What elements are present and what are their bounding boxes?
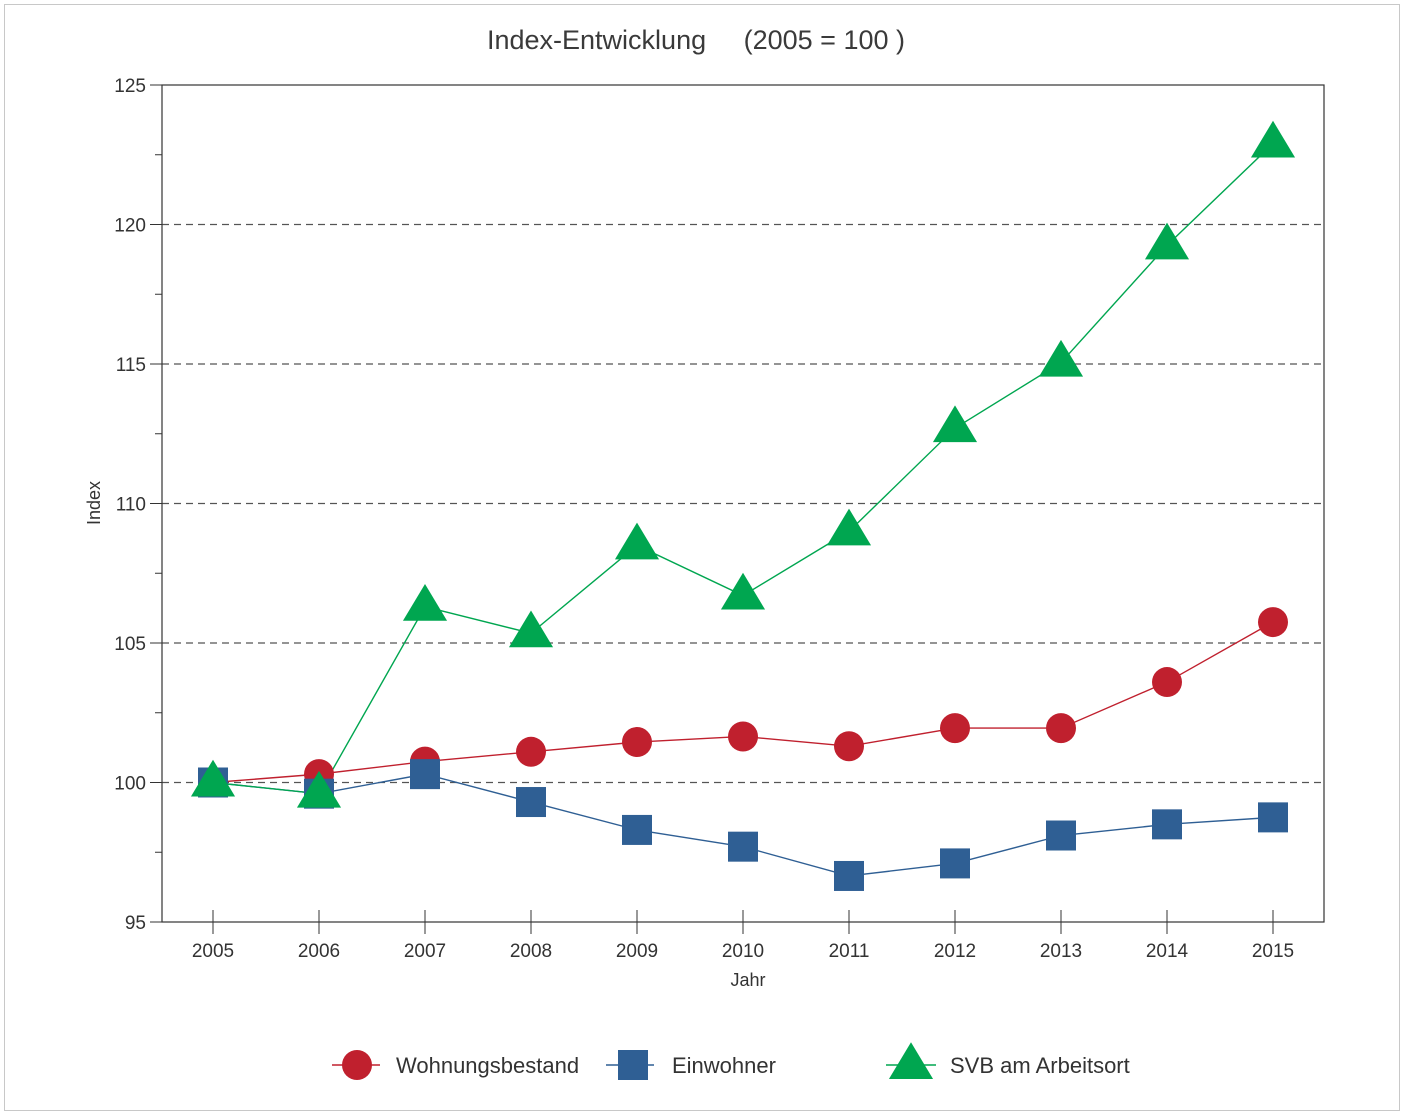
data-point-einwohner (728, 831, 758, 862)
data-point-einwohner (1152, 809, 1182, 840)
y-tick-label: 100 (114, 774, 146, 795)
x-tick-label: 2012 (934, 941, 976, 962)
x-tick-label: 2007 (404, 941, 446, 962)
grid-lines (162, 223, 1324, 784)
x-axis-title: Jahr (730, 970, 765, 990)
x-tick-label: 2010 (722, 941, 764, 962)
data-point-wohnungsbestand (516, 736, 546, 767)
y-tick-label: 120 (114, 216, 146, 237)
data-point-einwohner (516, 787, 546, 818)
data-point-svb (1250, 120, 1296, 158)
data-point-wohnungsbestand (728, 721, 758, 752)
x-tick-label: 2009 (616, 941, 658, 962)
legend-marker-einwohner (618, 1050, 648, 1080)
x-tick-label: 2008 (510, 941, 552, 962)
data-point-einwohner (1046, 820, 1076, 851)
data-point-einwohner (622, 814, 652, 845)
data-point-wohnungsbestand (940, 713, 970, 744)
data-point-svb (1038, 339, 1084, 377)
chart-title-paren: (2005 = 100 ) (744, 25, 905, 55)
data-point-svb (296, 770, 342, 808)
data-point-svb (720, 572, 766, 610)
y-tick-label: 105 (114, 634, 146, 655)
x-tick-label: 2013 (1040, 941, 1082, 962)
legend-label-einwohner: Einwohner (672, 1053, 776, 1078)
data-point-svb (1144, 222, 1190, 260)
x-tick-label: 2005 (192, 941, 234, 962)
data-point-einwohner (410, 759, 440, 790)
y-axis-title: Index (84, 481, 104, 525)
data-point-einwohner (940, 848, 970, 879)
y-tick-label: 110 (116, 495, 146, 516)
data-point-wohnungsbestand (1152, 667, 1182, 698)
data-point-svb (932, 405, 978, 443)
data-point-wohnungsbestand (1046, 713, 1076, 744)
legend-label-svb: SVB am Arbeitsort (950, 1053, 1130, 1078)
y-tick-label: 115 (116, 355, 146, 376)
data-point-einwohner (1258, 802, 1288, 833)
data-point-wohnungsbestand (1258, 607, 1288, 638)
x-tick-label: 2014 (1146, 941, 1189, 962)
x-tick-label: 2011 (829, 941, 870, 962)
chart-title-main: Index-Entwicklung (487, 25, 706, 55)
x-tick-label: 2006 (298, 941, 340, 962)
y-tick-label: 125 (114, 76, 146, 97)
y-tick-label: 95 (125, 913, 146, 934)
data-point-wohnungsbestand (622, 727, 652, 758)
x-tick-label: 2015 (1252, 941, 1294, 962)
chart-title: Index-Entwicklung (2005 = 100 ) (487, 25, 905, 55)
data-point-einwohner (834, 860, 864, 891)
data-point-wohnungsbestand (834, 731, 864, 762)
legend: Wohnungsbestand Einwohner SVB am Arbeitsor… (332, 1042, 1130, 1080)
data-point-svb (508, 610, 554, 648)
data-point-svb (826, 508, 872, 546)
data-point-svb (190, 759, 236, 797)
legend-marker-svb (888, 1042, 934, 1079)
axes: 95 100 105 110 115 120 125 2005 2006 2007 2008 2009… (114, 76, 1294, 962)
data-point-svb (614, 522, 660, 560)
legend-label-wohnungsbestand: Wohnungsbestand (396, 1053, 579, 1078)
data-point-svb (402, 583, 448, 621)
series-layer (190, 120, 1296, 891)
legend-marker-wohnungsbestand (342, 1050, 372, 1080)
